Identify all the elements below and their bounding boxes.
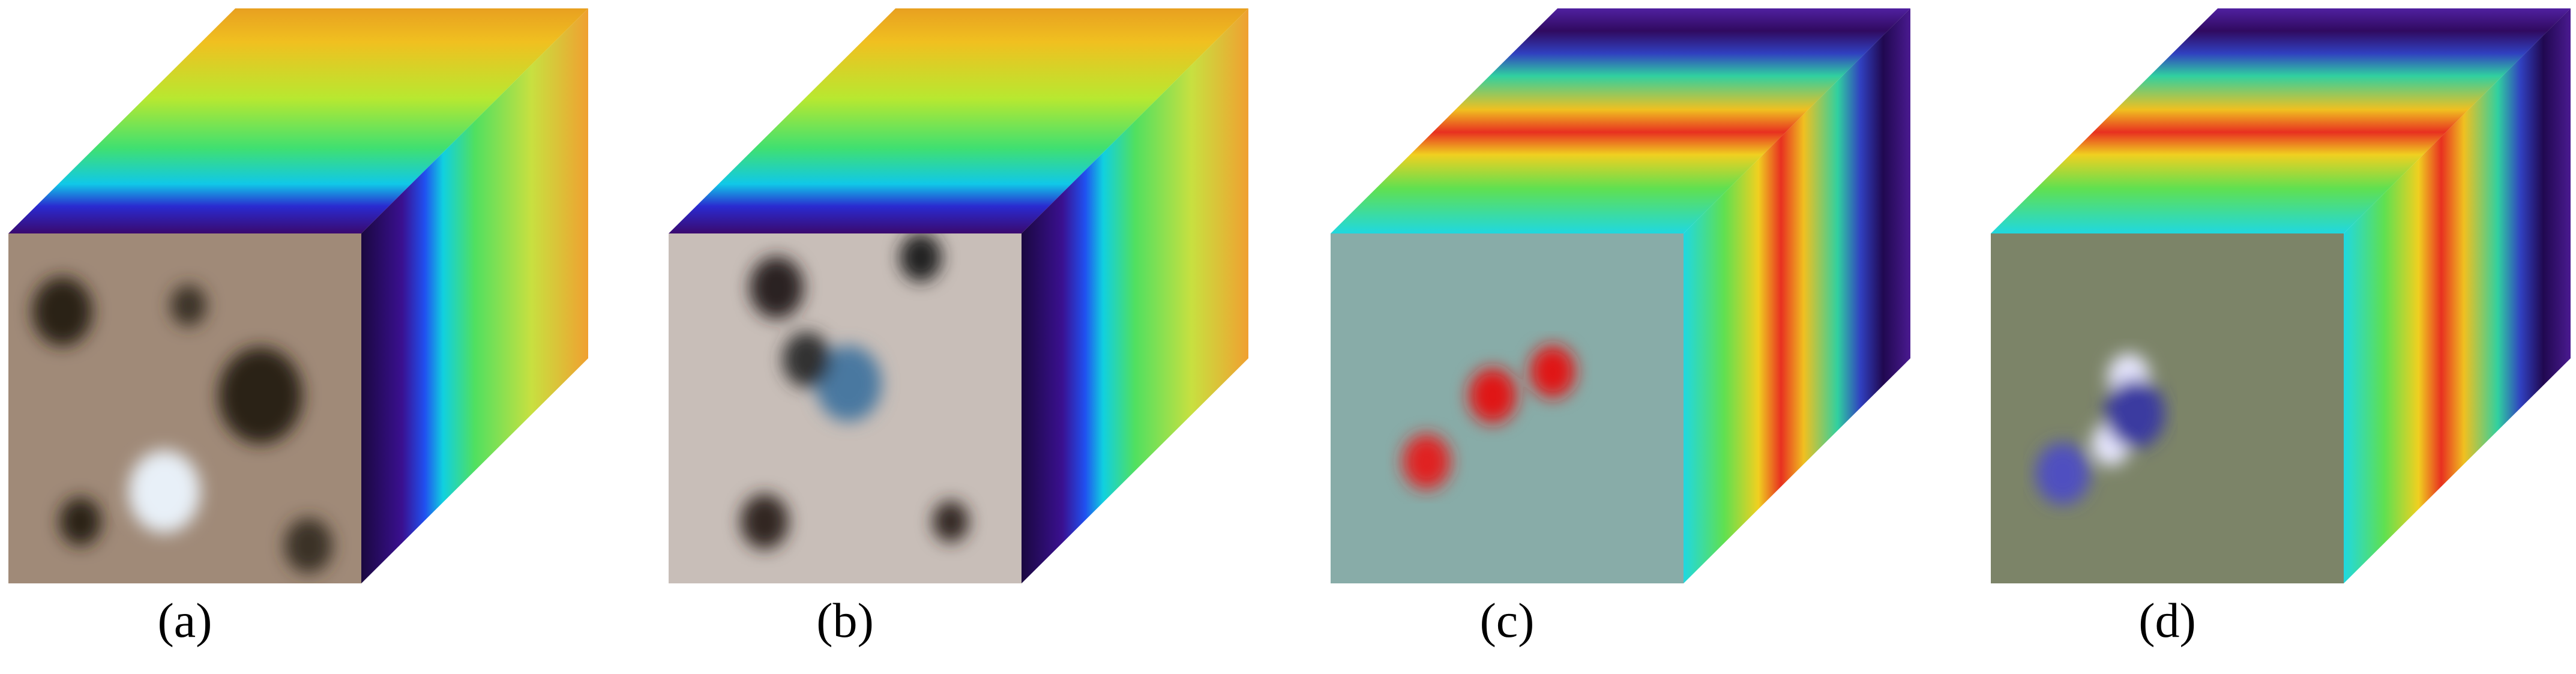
blob: [128, 450, 200, 533]
blob: [2105, 379, 2165, 448]
blob: [284, 518, 333, 573]
blob: [1403, 434, 1451, 489]
cube: (d): [1991, 8, 2571, 648]
cube-top: [1331, 8, 1910, 233]
blob: [170, 284, 206, 326]
texture: [32, 277, 333, 573]
panel-label: (d): [2138, 593, 2196, 648]
cube-front: [8, 233, 361, 583]
blob: [900, 233, 942, 282]
blob: [1530, 345, 1575, 398]
cube: (b): [669, 8, 1248, 648]
blob: [750, 256, 804, 319]
blob: [783, 332, 831, 387]
panel-label: (a): [157, 593, 212, 648]
cube: (c): [1331, 8, 1910, 648]
blob: [816, 345, 882, 422]
blob: [2036, 442, 2090, 505]
cube-side: [1684, 8, 1910, 583]
cube-side: [361, 8, 588, 583]
texture: [741, 233, 969, 549]
cube-front: [1331, 233, 1684, 583]
panel-label: (b): [816, 593, 874, 648]
cube: (a): [8, 8, 588, 648]
blob: [1469, 368, 1517, 423]
front-face: [1991, 233, 2344, 583]
cube-front: [1991, 233, 2344, 583]
texture: [1403, 345, 1575, 489]
panel-label: (c): [1479, 593, 1534, 648]
cube-top: [8, 8, 588, 233]
texture: [2036, 353, 2165, 505]
cube-top: [669, 8, 1248, 233]
blob: [32, 277, 92, 346]
blob: [59, 497, 101, 546]
blob: [741, 494, 789, 549]
blob: [933, 501, 969, 543]
cube-side: [1022, 8, 1248, 583]
cube-top: [1991, 8, 2571, 233]
cube-front: [669, 233, 1022, 583]
cube-side: [2344, 8, 2571, 583]
blob: [218, 347, 302, 444]
